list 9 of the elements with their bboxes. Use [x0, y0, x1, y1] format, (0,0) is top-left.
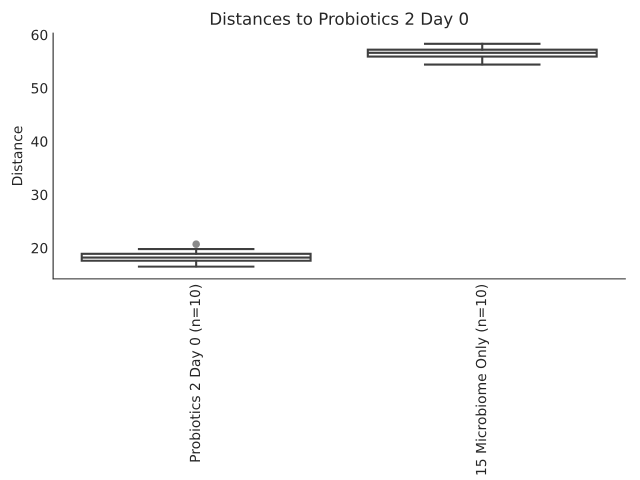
- y-tick-label: 40: [31, 136, 48, 147]
- y-tick-label: 20: [32, 242, 48, 254]
- y-axis-title: Distance: [12, 126, 22, 185]
- chart-title: Distances to Probiotics 2 Day 0: [210, 12, 468, 28]
- y-tick-label: 60: [32, 30, 48, 40]
- x-tick-label: 15 Microbiome Only (n=10): [476, 284, 489, 475]
- y-tick-label: 30: [32, 190, 48, 200]
- y-tick-label: 50: [32, 83, 48, 94]
- x-tick-label: Probiotics 2 Day 0 (n=10): [189, 284, 203, 462]
